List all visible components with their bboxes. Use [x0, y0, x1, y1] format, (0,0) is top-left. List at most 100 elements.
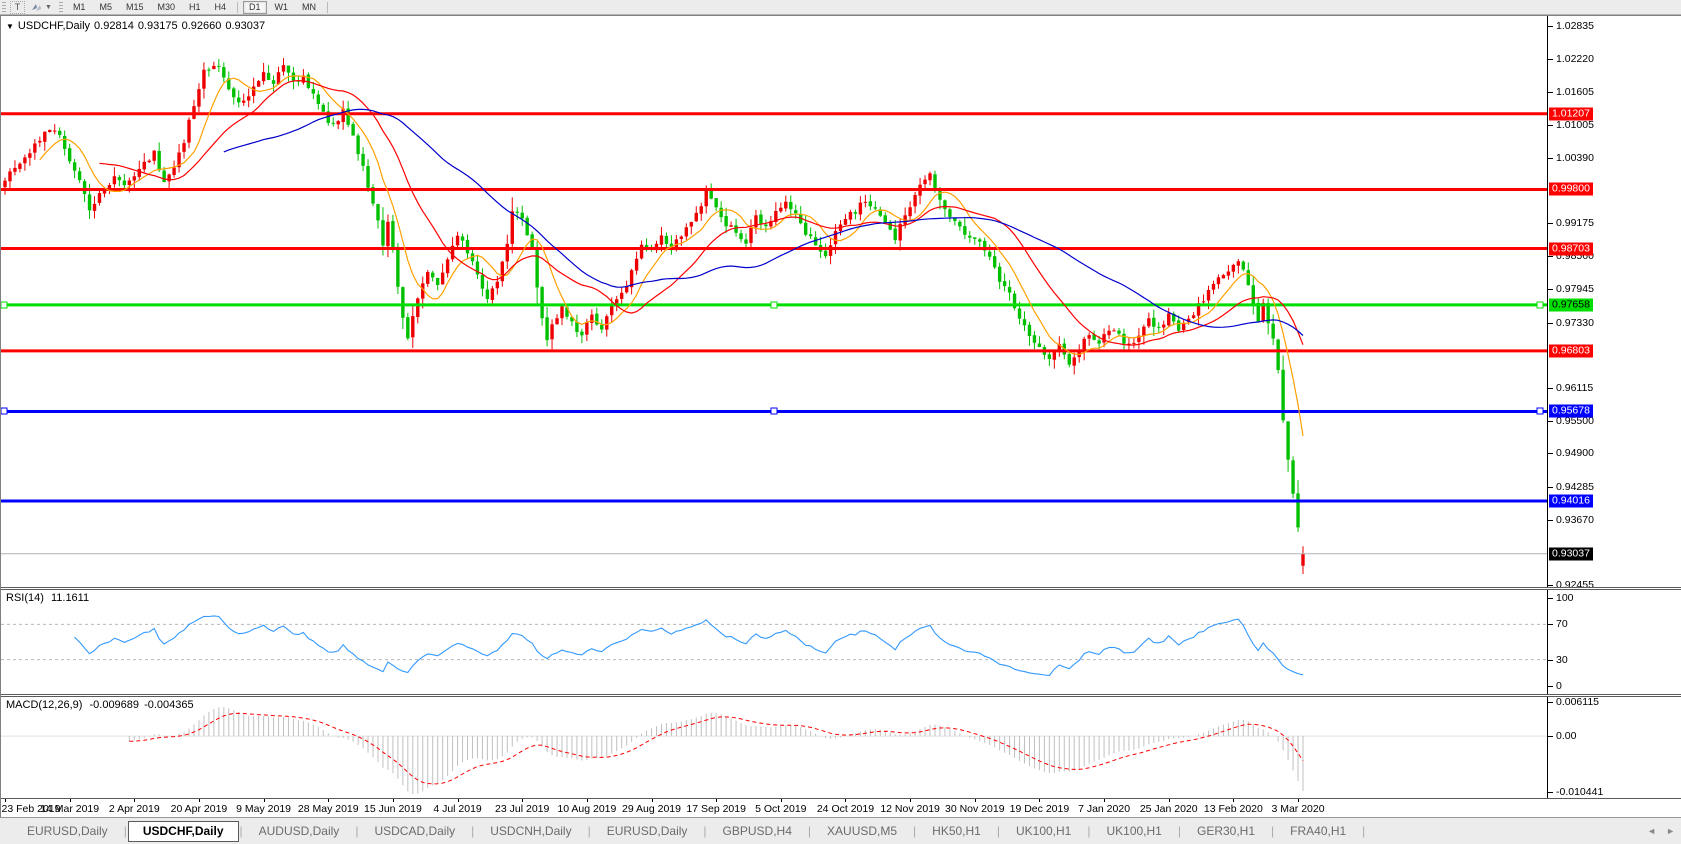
tab-scroll-right-icon[interactable]: ►	[1666, 826, 1675, 836]
date-label: 3 Mar 2020	[1271, 803, 1325, 815]
ma-20-line	[99, 79, 1304, 346]
rsi-plot	[1, 615, 1547, 676]
time-tick	[457, 799, 459, 802]
timeframe-button-mn[interactable]: MN	[302, 2, 317, 12]
macd-plot	[1, 707, 1547, 794]
chart-tab-audusd-daily[interactable]: AUDUSD,Daily	[258, 824, 340, 838]
price-chart-canvas[interactable]	[1, 16, 1547, 587]
hline-handle[interactable]	[770, 407, 778, 415]
date-label: 25 Jan 2020	[1139, 803, 1198, 815]
timeframe-button-h1[interactable]: H1	[189, 2, 201, 12]
macd-axis[interactable]: 0.006115 0.00 -0.010441	[1548, 696, 1681, 798]
chart-tab-eurusd-daily[interactable]: EURUSD,Daily	[606, 824, 688, 838]
hline-handle[interactable]	[1, 301, 8, 309]
rsi-name: RSI(14)	[6, 592, 44, 604]
chart-tab-gbpusd-h4[interactable]: GBPUSD,H4	[722, 824, 792, 838]
axis-tick	[1548, 322, 1553, 324]
time-tick	[780, 799, 782, 802]
time-tick	[974, 799, 976, 802]
date-label: 9 May 2019	[236, 803, 292, 815]
ohlc-high: 0.93175	[137, 20, 178, 32]
rsi-value: 11.1611	[50, 592, 90, 604]
axis-divider	[1547, 697, 1548, 798]
date-label: 30 Nov 2019	[944, 803, 1005, 815]
time-tick	[5, 799, 6, 802]
toolbar-grip-2[interactable]	[58, 1, 63, 13]
time-tick	[1039, 799, 1041, 802]
price-tick-label: 0.93670	[1556, 513, 1594, 526]
dropdown-caret-icon: ▼	[45, 3, 52, 11]
chart-symbol-label: USDCHF,Daily	[17, 20, 91, 32]
text-tool-button[interactable]: T	[10, 0, 25, 14]
tab-separator: |	[996, 824, 1000, 838]
chart-tab-usdcad-daily[interactable]: USDCAD,Daily	[374, 824, 456, 838]
tab-scroll-buttons: ◄ ►	[1647, 826, 1675, 836]
hline-handle[interactable]	[1536, 301, 1544, 309]
ohlc-close: 0.93037	[225, 20, 266, 32]
axis-tick	[1548, 659, 1553, 661]
toolbar-grip[interactable]	[2, 1, 6, 13]
time-tick	[328, 799, 330, 802]
axis-tick	[1548, 736, 1553, 738]
axis-tick	[1548, 59, 1553, 61]
timeframe-button-m30[interactable]: M30	[157, 2, 175, 12]
price-tick-label: 1.01005	[1556, 118, 1594, 131]
toolbar-separator	[327, 1, 329, 13]
chart-tab-uk100-h1[interactable]: UK100,H1	[1106, 824, 1162, 838]
macd-histogram	[128, 707, 1304, 794]
time-tick	[263, 799, 265, 802]
panel-separator[interactable]	[1, 694, 1681, 697]
chart-tab-ger30-h1[interactable]: GER30,H1	[1196, 824, 1256, 838]
panel-separator[interactable]	[1, 587, 1681, 590]
time-tick	[392, 799, 394, 802]
chart-tab-usdcnh-daily[interactable]: USDCNH,Daily	[490, 824, 572, 838]
price-tick-label: 1.01605	[1556, 86, 1594, 99]
tab-separator: |	[1177, 824, 1181, 838]
price-tick-label: 1.02835	[1556, 20, 1594, 33]
axis-tick	[1548, 519, 1553, 521]
collapse-arrow-icon[interactable]: ▼	[6, 22, 14, 31]
rsi-axis[interactable]: 100 70 30 0	[1548, 590, 1681, 694]
chart-tab-hk50-h1[interactable]: HK50,H1	[932, 824, 981, 838]
timeframe-button-m15[interactable]: M15	[125, 2, 144, 12]
timeframe-button-h4[interactable]: H4	[214, 2, 227, 12]
date-label: 20 Apr 2019	[170, 803, 228, 815]
date-label: 29 Aug 2019	[622, 803, 681, 815]
date-label: 2 Apr 2019	[108, 803, 160, 815]
time-tick	[1298, 799, 1300, 802]
chart-tab-uk100-h1[interactable]: UK100,H1	[1015, 824, 1072, 838]
axis-tick	[1548, 453, 1553, 455]
macd-label: MACD(12,26,9) -0.009689 -0.004365	[6, 699, 194, 711]
date-label: 4 Jul 2019	[433, 803, 482, 815]
price-axis[interactable]: 1.02835 1.02220 1.01605 1.01005 1.00390 0.991…	[1548, 16, 1681, 591]
price-panel: ▼ USDCHF,Daily 0.92814 0.93175 0.92660 0.9303…	[1, 16, 1681, 591]
hline-handle[interactable]	[1536, 407, 1544, 415]
time-axis[interactable]: 23 Feb 2019 14 Mar 2019 2 Apr 2019 20 Apr 2…	[1, 798, 1681, 818]
timeframe-button-w1[interactable]: W1	[274, 2, 289, 12]
tab-separator: |	[807, 824, 812, 838]
axis-tick	[1548, 702, 1553, 703]
macd-chart-canvas[interactable]	[1, 697, 1547, 798]
rsi-chart-canvas[interactable]	[1, 590, 1547, 694]
tab-scroll-left-icon[interactable]: ◄	[1647, 826, 1657, 836]
timeframe-button-d1[interactable]: D1	[243, 0, 267, 14]
chart-tab-fra40-h1[interactable]: FRA40,H1	[1290, 824, 1347, 838]
axis-tick	[1548, 223, 1553, 225]
time-tick	[198, 799, 200, 802]
date-label: 28 May 2019	[297, 803, 359, 815]
time-tick	[1104, 799, 1106, 802]
timeframe-button-m5[interactable]: M5	[99, 2, 112, 12]
chart-tab-usdchf-daily[interactable]: USDCHF,Daily	[127, 820, 239, 842]
date-label: 24 Oct 2019	[816, 803, 875, 815]
hline-handle[interactable]	[770, 301, 778, 309]
price-tick-label: 0.96115	[1556, 381, 1594, 394]
chart-tab-eurusd-daily[interactable]: EURUSD,Daily	[27, 824, 108, 838]
chart-tab-xauusd-m5[interactable]: XAUUSD,M5	[827, 824, 898, 838]
rsi-tick-label: 100	[1556, 592, 1574, 604]
tab-separator: |	[1087, 824, 1091, 838]
chart-header: ▼ USDCHF,Daily 0.92814 0.93175 0.92660 0.9303…	[6, 20, 269, 32]
hline-handle[interactable]	[1, 407, 8, 415]
timeframe-button-m1[interactable]: M1	[72, 2, 86, 12]
cursor-mode-button[interactable]: ▼	[27, 1, 56, 14]
